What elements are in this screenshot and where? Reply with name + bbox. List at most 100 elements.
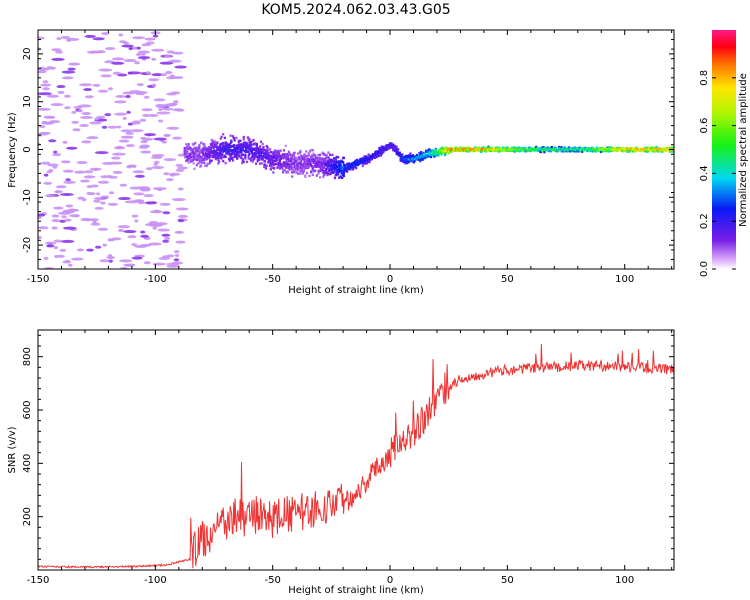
noise-blob — [61, 70, 76, 74]
ridge-cell — [266, 150, 269, 153]
ridge-cell — [272, 152, 275, 155]
ridge-cell — [257, 147, 260, 150]
noise-blob — [119, 259, 133, 263]
noise-blob — [86, 50, 98, 54]
noise-blob — [163, 103, 177, 107]
ridge-cell — [308, 151, 311, 154]
ridge-cell — [298, 158, 301, 161]
ridge-cell — [299, 169, 302, 172]
noise-blob — [51, 214, 60, 218]
ridge-cell — [284, 155, 287, 159]
ridge-cell — [191, 148, 194, 152]
ridge-cell — [329, 160, 332, 164]
ridge-cell — [362, 158, 365, 162]
snr-frame — [37, 329, 675, 571]
ridge-cell — [253, 156, 256, 159]
ridge-cell — [542, 146, 545, 149]
noise-blob — [64, 106, 71, 110]
ridge-cell — [342, 156, 346, 160]
ridge-cell — [352, 166, 355, 169]
ridge-cell — [257, 151, 260, 154]
ridge-cell — [543, 150, 546, 154]
noise-blob — [80, 217, 91, 221]
ridge-cell — [250, 159, 253, 162]
ridge-cell — [511, 146, 514, 150]
noise-blob — [149, 210, 163, 214]
noise-blob — [152, 187, 167, 191]
noise-blob — [164, 54, 172, 58]
noise-blob — [53, 239, 62, 243]
noise-blob — [46, 244, 55, 248]
noise-blob — [79, 124, 89, 128]
ridge-cell — [277, 156, 280, 159]
x-tick-label: 100 — [615, 575, 634, 586]
ridge-cell — [489, 146, 492, 150]
noise-blob — [46, 66, 54, 70]
ridge-cell — [209, 146, 212, 150]
ridge-cell — [398, 152, 401, 155]
ridge-cell — [310, 165, 314, 168]
noise-blob — [122, 116, 127, 120]
noise-blob — [93, 199, 101, 203]
ridge-cell — [628, 150, 631, 153]
ridge-cell — [299, 164, 302, 167]
x-tick-label: -50 — [265, 575, 281, 586]
ridge-cell — [279, 149, 282, 152]
ridge-cell — [223, 149, 226, 153]
ridge-cell — [264, 167, 268, 170]
noise-blob — [152, 34, 159, 38]
ridge-cell — [608, 147, 612, 151]
ridge-cell — [193, 167, 196, 171]
ridge-cell — [337, 156, 340, 159]
ridge-cell — [251, 160, 254, 163]
ridge-cell — [200, 141, 203, 144]
ridge-cell — [323, 152, 326, 156]
noise-blob — [84, 95, 94, 99]
ridge-cell — [250, 150, 254, 153]
noise-blob — [135, 52, 142, 56]
ridge-cell — [290, 165, 293, 168]
ridge-cell — [333, 176, 337, 180]
noise-blob — [166, 262, 180, 266]
ridge-cell — [331, 158, 334, 162]
noise-blob — [90, 184, 99, 188]
ridge-cell — [235, 144, 238, 147]
noise-blob — [107, 87, 114, 91]
ridge-cell — [232, 137, 235, 140]
ridge-cell — [268, 154, 272, 158]
noise-blob — [134, 219, 139, 223]
ridge-cell — [290, 159, 293, 163]
ridge-cell — [379, 154, 383, 157]
ridge-cell — [346, 170, 349, 173]
ridge-cell — [247, 151, 250, 154]
noise-blob — [77, 109, 83, 113]
ridge-cell — [401, 153, 404, 156]
noise-blob — [131, 256, 143, 260]
ridge-cell — [378, 152, 382, 156]
ridge-cell — [355, 166, 358, 170]
x-tick-label: 100 — [615, 274, 634, 285]
noise-blob — [94, 151, 109, 155]
ridge-cell — [314, 169, 317, 172]
noise-blob — [151, 48, 165, 52]
ridge-cell — [248, 152, 251, 156]
noise-blob — [102, 161, 114, 165]
noise-blob — [159, 61, 174, 65]
ridge-cell — [216, 151, 219, 155]
ridge-cell — [230, 139, 233, 142]
noise-blob — [107, 202, 119, 206]
ridge-cell — [334, 174, 337, 177]
ridge-cell — [298, 172, 301, 175]
noise-blob — [117, 125, 122, 129]
noise-blob — [89, 121, 102, 125]
ridge-cell — [340, 172, 343, 175]
ridge-cell — [286, 164, 289, 167]
noise-blob — [160, 73, 167, 77]
ridge-cell — [432, 153, 435, 157]
noise-blob — [97, 227, 109, 231]
ridge-cell — [433, 155, 436, 158]
ridge-cell — [299, 150, 302, 154]
snr-axes: -150 -100 -50 0 50 100 200 400 600 800 — [22, 330, 674, 586]
ridge-cell — [219, 142, 222, 146]
noise-blob — [118, 228, 125, 232]
